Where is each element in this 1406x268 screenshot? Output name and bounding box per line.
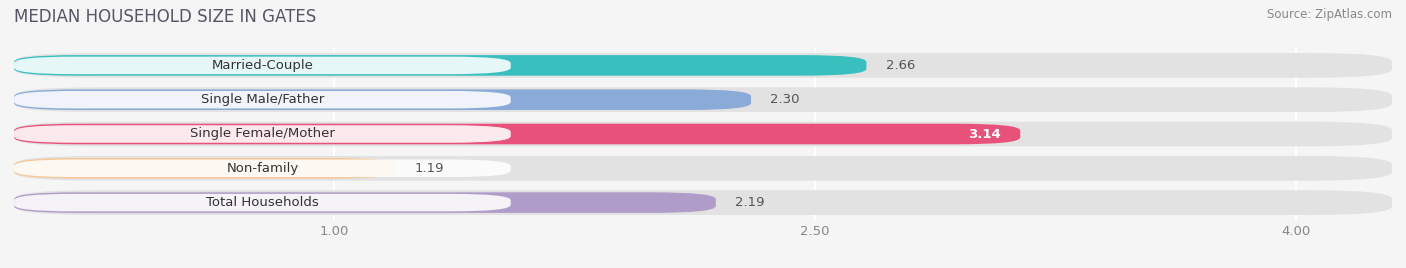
FancyBboxPatch shape: [14, 156, 1392, 181]
FancyBboxPatch shape: [14, 90, 751, 110]
FancyBboxPatch shape: [14, 192, 716, 213]
Text: 1.19: 1.19: [415, 162, 444, 175]
Text: Non-family: Non-family: [226, 162, 298, 175]
Text: Source: ZipAtlas.com: Source: ZipAtlas.com: [1267, 8, 1392, 21]
FancyBboxPatch shape: [14, 122, 1392, 146]
FancyBboxPatch shape: [14, 124, 1021, 144]
Text: 2.66: 2.66: [886, 59, 915, 72]
Text: 3.14: 3.14: [969, 128, 1001, 140]
FancyBboxPatch shape: [14, 57, 510, 74]
FancyBboxPatch shape: [14, 159, 510, 177]
FancyBboxPatch shape: [14, 190, 1392, 215]
Text: Total Households: Total Households: [207, 196, 319, 209]
FancyBboxPatch shape: [14, 91, 510, 109]
Text: Single Female/Mother: Single Female/Mother: [190, 128, 335, 140]
Text: 2.19: 2.19: [735, 196, 765, 209]
FancyBboxPatch shape: [14, 53, 1392, 78]
FancyBboxPatch shape: [14, 158, 395, 178]
FancyBboxPatch shape: [14, 87, 1392, 112]
Text: Married-Couple: Married-Couple: [211, 59, 314, 72]
Text: 2.30: 2.30: [770, 93, 800, 106]
Text: Single Male/Father: Single Male/Father: [201, 93, 323, 106]
FancyBboxPatch shape: [14, 125, 510, 143]
FancyBboxPatch shape: [14, 55, 866, 76]
Text: MEDIAN HOUSEHOLD SIZE IN GATES: MEDIAN HOUSEHOLD SIZE IN GATES: [14, 8, 316, 26]
FancyBboxPatch shape: [14, 194, 510, 211]
